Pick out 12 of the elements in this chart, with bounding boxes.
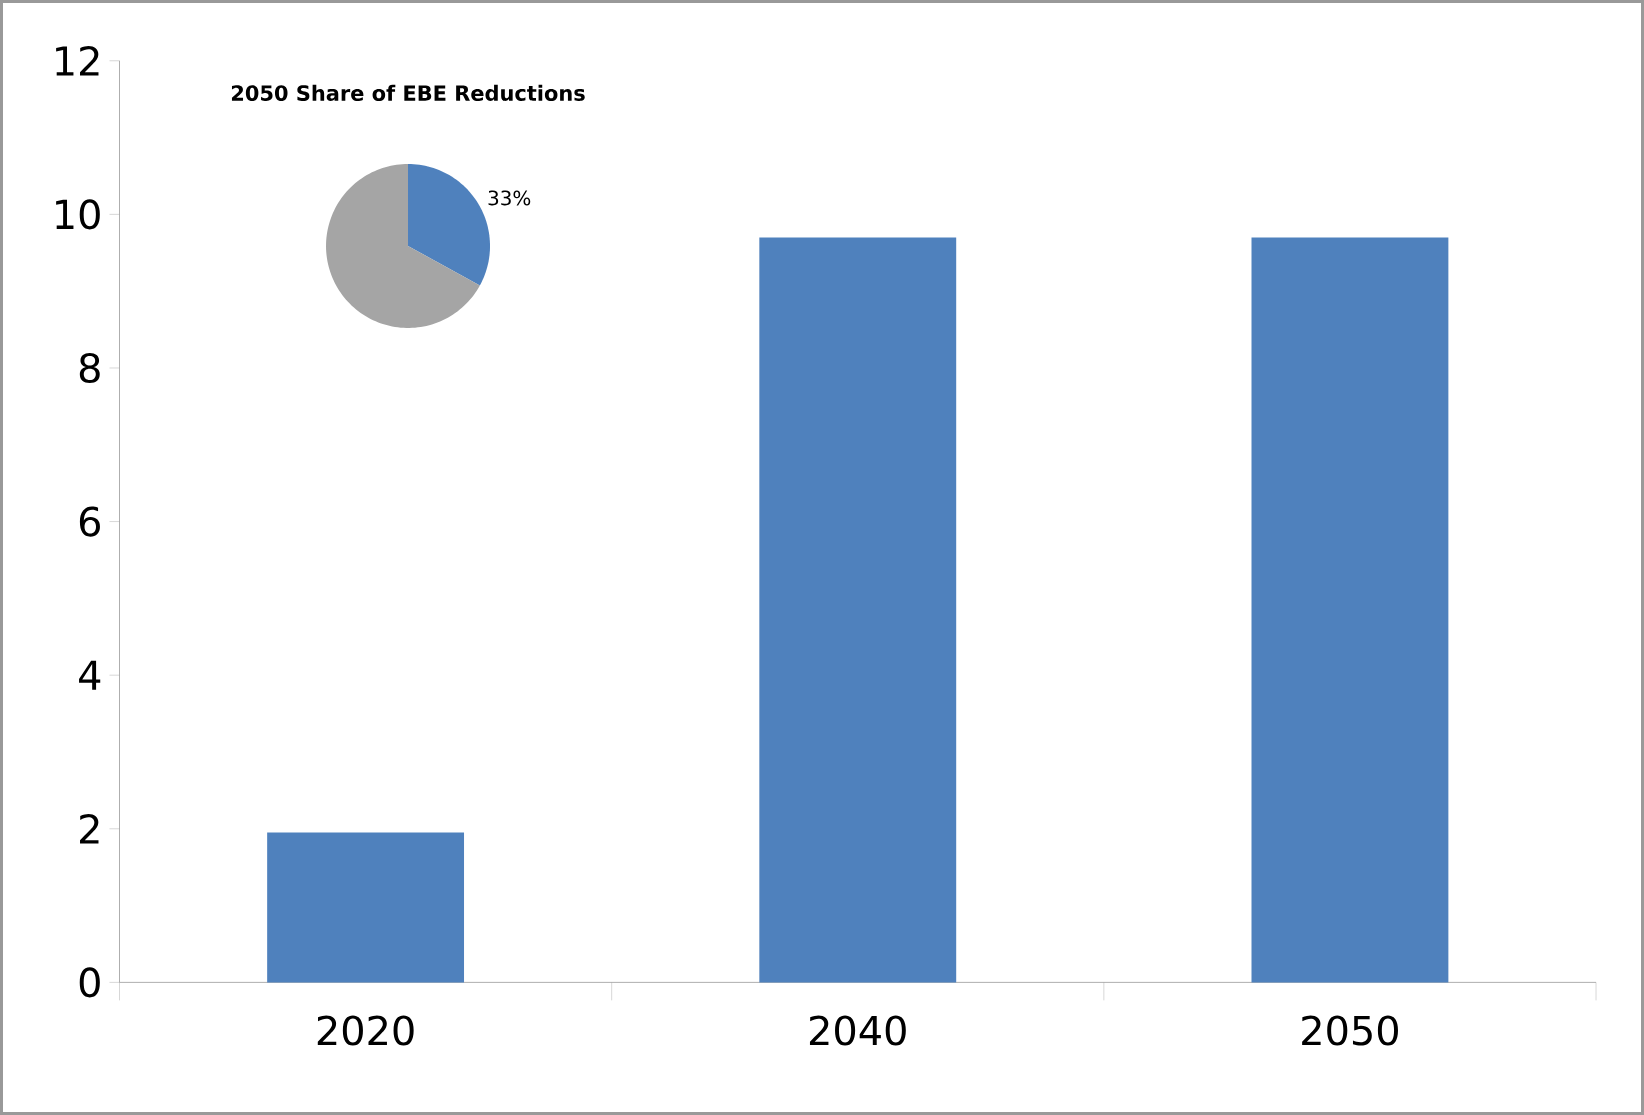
- chart-title: 2050 Share of EBE Reductions: [231, 84, 585, 101]
- y-tick-label: 6: [79, 506, 100, 537]
- y-tick-label: 8: [79, 352, 100, 384]
- y-tick-label: 0: [79, 967, 100, 998]
- x-tick-label: 2040: [809, 1015, 906, 1046]
- y-tick-label: 4: [79, 660, 101, 690]
- x-tick-label: 2050: [1302, 1015, 1398, 1046]
- y-tick-label: 2: [80, 814, 99, 844]
- y-tick-label: 12: [56, 45, 99, 76]
- x-tick-label: 2020: [317, 1015, 414, 1046]
- y-tick-label: 10: [56, 199, 100, 230]
- data-label: 33%: [488, 190, 531, 206]
